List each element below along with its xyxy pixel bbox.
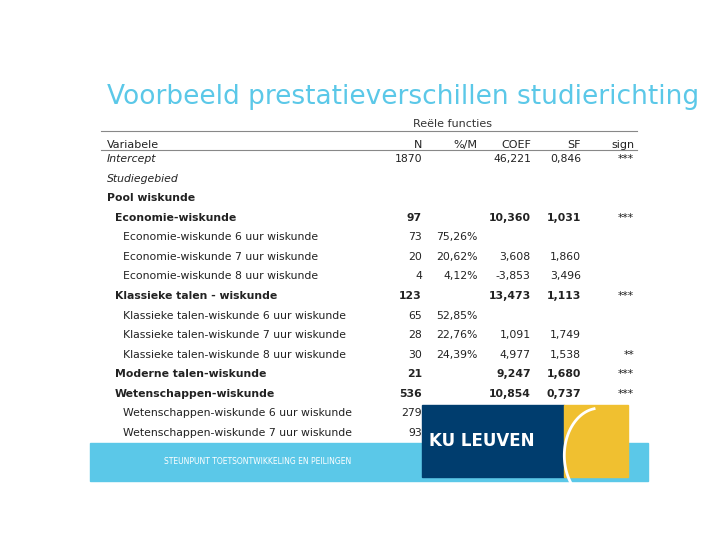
Text: 164: 164 xyxy=(401,447,422,457)
Text: Economie-wiskunde 8 uur wiskunde: Economie-wiskunde 8 uur wiskunde xyxy=(124,272,319,281)
Text: KU LEUVEN: KU LEUVEN xyxy=(429,432,534,450)
Text: Klassieke talen-wiskunde 7 uur wiskunde: Klassieke talen-wiskunde 7 uur wiskunde xyxy=(124,330,346,340)
Text: ***: *** xyxy=(618,154,634,164)
Text: 20: 20 xyxy=(408,252,422,262)
Text: 1,091: 1,091 xyxy=(500,330,531,340)
Text: Wetenschappen-wiskunde 8 uur wiskunde: Wetenschappen-wiskunde 8 uur wiskunde xyxy=(124,447,353,457)
Text: 4,977: 4,977 xyxy=(500,349,531,360)
Text: 28: 28 xyxy=(408,330,422,340)
Text: N: N xyxy=(413,140,422,150)
Text: 24,39%: 24,39% xyxy=(436,349,478,360)
Text: Variabele: Variabele xyxy=(107,140,159,150)
Text: 52,05%: 52,05% xyxy=(436,408,478,418)
Text: 10,854: 10,854 xyxy=(489,389,531,399)
Text: 30: 30 xyxy=(408,349,422,360)
Text: 46,221: 46,221 xyxy=(493,154,531,164)
Text: ***: *** xyxy=(618,213,634,223)
Text: Wetenschappen-wiskunde 7 uur wiskunde: Wetenschappen-wiskunde 7 uur wiskunde xyxy=(124,428,353,438)
Text: Klassieke talen - wiskunde: Klassieke talen - wiskunde xyxy=(115,291,277,301)
Text: ***: *** xyxy=(618,291,634,301)
Text: 20,62%: 20,62% xyxy=(436,252,478,262)
Text: 0,737: 0,737 xyxy=(546,389,581,399)
Text: 1,132: 1,132 xyxy=(550,428,581,438)
Text: 3,608: 3,608 xyxy=(500,252,531,262)
Text: Economie-wiskunde 6 uur wiskunde: Economie-wiskunde 6 uur wiskunde xyxy=(124,232,319,242)
Text: STEUNPUNT TOETSONTWIKKELING EN PEILINGEN: STEUNPUNT TOETSONTWIKKELING EN PEILINGEN xyxy=(163,457,351,467)
Text: Moderne talen-wiskunde: Moderne talen-wiskunde xyxy=(115,369,266,379)
Text: 17,35%: 17,35% xyxy=(436,428,478,438)
Text: Intercept: Intercept xyxy=(107,154,156,164)
Text: sign: sign xyxy=(611,140,634,150)
Text: 93: 93 xyxy=(408,428,422,438)
Text: 13,473: 13,473 xyxy=(489,291,531,301)
Text: 0,846: 0,846 xyxy=(550,154,581,164)
Text: 3,496: 3,496 xyxy=(550,272,581,281)
Text: Studiegebied: Studiegebied xyxy=(107,174,179,184)
Bar xyxy=(564,404,629,477)
Text: Voorbeeld prestatieverschillen studierichting: Voorbeeld prestatieverschillen studieric… xyxy=(107,84,699,110)
Text: 123: 123 xyxy=(400,291,422,301)
Text: %/M: %/M xyxy=(454,140,478,150)
Text: ***: *** xyxy=(618,369,634,379)
Text: 9,247: 9,247 xyxy=(496,369,531,379)
Text: 1,860: 1,860 xyxy=(550,252,581,262)
Text: **: ** xyxy=(624,349,634,360)
Text: 1870: 1870 xyxy=(395,154,422,164)
Text: 97: 97 xyxy=(407,213,422,223)
Text: Economie-wiskunde 7 uur wiskunde: Economie-wiskunde 7 uur wiskunde xyxy=(124,252,319,262)
Text: 75,26%: 75,26% xyxy=(436,232,478,242)
Text: 4: 4 xyxy=(415,272,422,281)
Text: SF: SF xyxy=(567,140,581,150)
Text: -3,853: -3,853 xyxy=(496,272,531,281)
Text: Wetenschappen-wiskunde 6 uur wiskunde: Wetenschappen-wiskunde 6 uur wiskunde xyxy=(124,408,353,418)
Text: 1,680: 1,680 xyxy=(546,369,581,379)
Text: 22,76%: 22,76% xyxy=(436,330,478,340)
Text: Pool wiskunde: Pool wiskunde xyxy=(107,193,195,203)
Text: 73: 73 xyxy=(408,232,422,242)
Text: 65: 65 xyxy=(408,310,422,321)
Text: Klassieke talen-wiskunde 6 uur wiskunde: Klassieke talen-wiskunde 6 uur wiskunde xyxy=(124,310,346,321)
Text: 1,954: 1,954 xyxy=(500,428,531,438)
Text: 1,749: 1,749 xyxy=(550,330,581,340)
Text: Reële functies: Reële functies xyxy=(413,119,492,129)
Text: 1,538: 1,538 xyxy=(550,349,581,360)
Bar xyxy=(90,443,648,481)
Text: ***: *** xyxy=(618,389,634,399)
Text: Economie-wiskunde: Economie-wiskunde xyxy=(115,213,236,223)
Text: COEF: COEF xyxy=(501,140,531,150)
Text: 4,12%: 4,12% xyxy=(444,272,478,281)
Text: Wetenschappen-wiskunde: Wetenschappen-wiskunde xyxy=(115,389,275,399)
Text: 1,031: 1,031 xyxy=(546,213,581,223)
Text: 52,85%: 52,85% xyxy=(436,310,478,321)
Text: 0,745: 0,745 xyxy=(550,447,581,457)
Text: 21: 21 xyxy=(407,369,422,379)
Bar xyxy=(422,404,564,477)
Text: 5,435: 5,435 xyxy=(500,447,531,457)
Text: Klassieke talen-wiskunde 8 uur wiskunde: Klassieke talen-wiskunde 8 uur wiskunde xyxy=(124,349,346,360)
Text: 1,113: 1,113 xyxy=(546,291,581,301)
Text: 30,60%: 30,60% xyxy=(436,447,478,457)
Text: 279: 279 xyxy=(401,408,422,418)
Text: 10,360: 10,360 xyxy=(489,213,531,223)
Text: ***: *** xyxy=(618,447,634,457)
Text: 536: 536 xyxy=(400,389,422,399)
